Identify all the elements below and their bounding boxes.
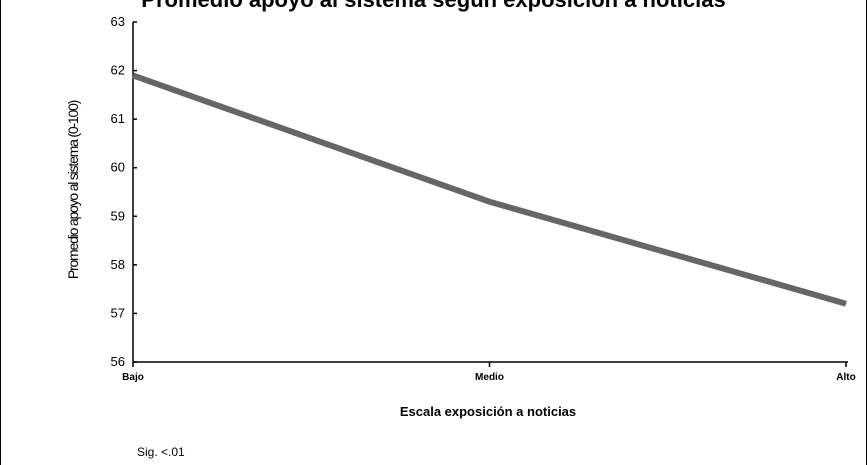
- series-layer: [131, 72, 847, 307]
- chart-title: Promedio apoyo al sistema según exposici…: [0, 0, 867, 13]
- y-tick-label: 62: [111, 63, 125, 78]
- x-tick-label: Medio: [475, 372, 504, 383]
- x-axis-label: Escala exposición a noticias: [400, 404, 576, 419]
- y-tick-label: 61: [111, 111, 125, 126]
- y-tick-label: 60: [111, 160, 125, 175]
- y-tick-label: 59: [111, 208, 125, 223]
- data-point: [489, 201, 490, 203]
- significance-note: Sig. <.01: [137, 445, 185, 459]
- data-point: [132, 74, 134, 76]
- y-tick-label: 57: [111, 305, 125, 320]
- x-tick-label: Alto: [836, 372, 855, 383]
- series-line: [131, 72, 847, 307]
- y-tick-label: 58: [111, 257, 125, 272]
- y-axis: 56 57 58 59 60 61 62 63: [111, 14, 137, 369]
- y-axis-label: Promedio apoyo al sistema (0-100): [65, 100, 81, 279]
- data-point: [845, 303, 847, 305]
- x-tick-label: Bajo: [122, 372, 144, 383]
- x-axis: Bajo Medio Alto: [122, 361, 856, 383]
- y-tick-label: 56: [111, 354, 125, 369]
- y-tick-label: 63: [111, 14, 125, 29]
